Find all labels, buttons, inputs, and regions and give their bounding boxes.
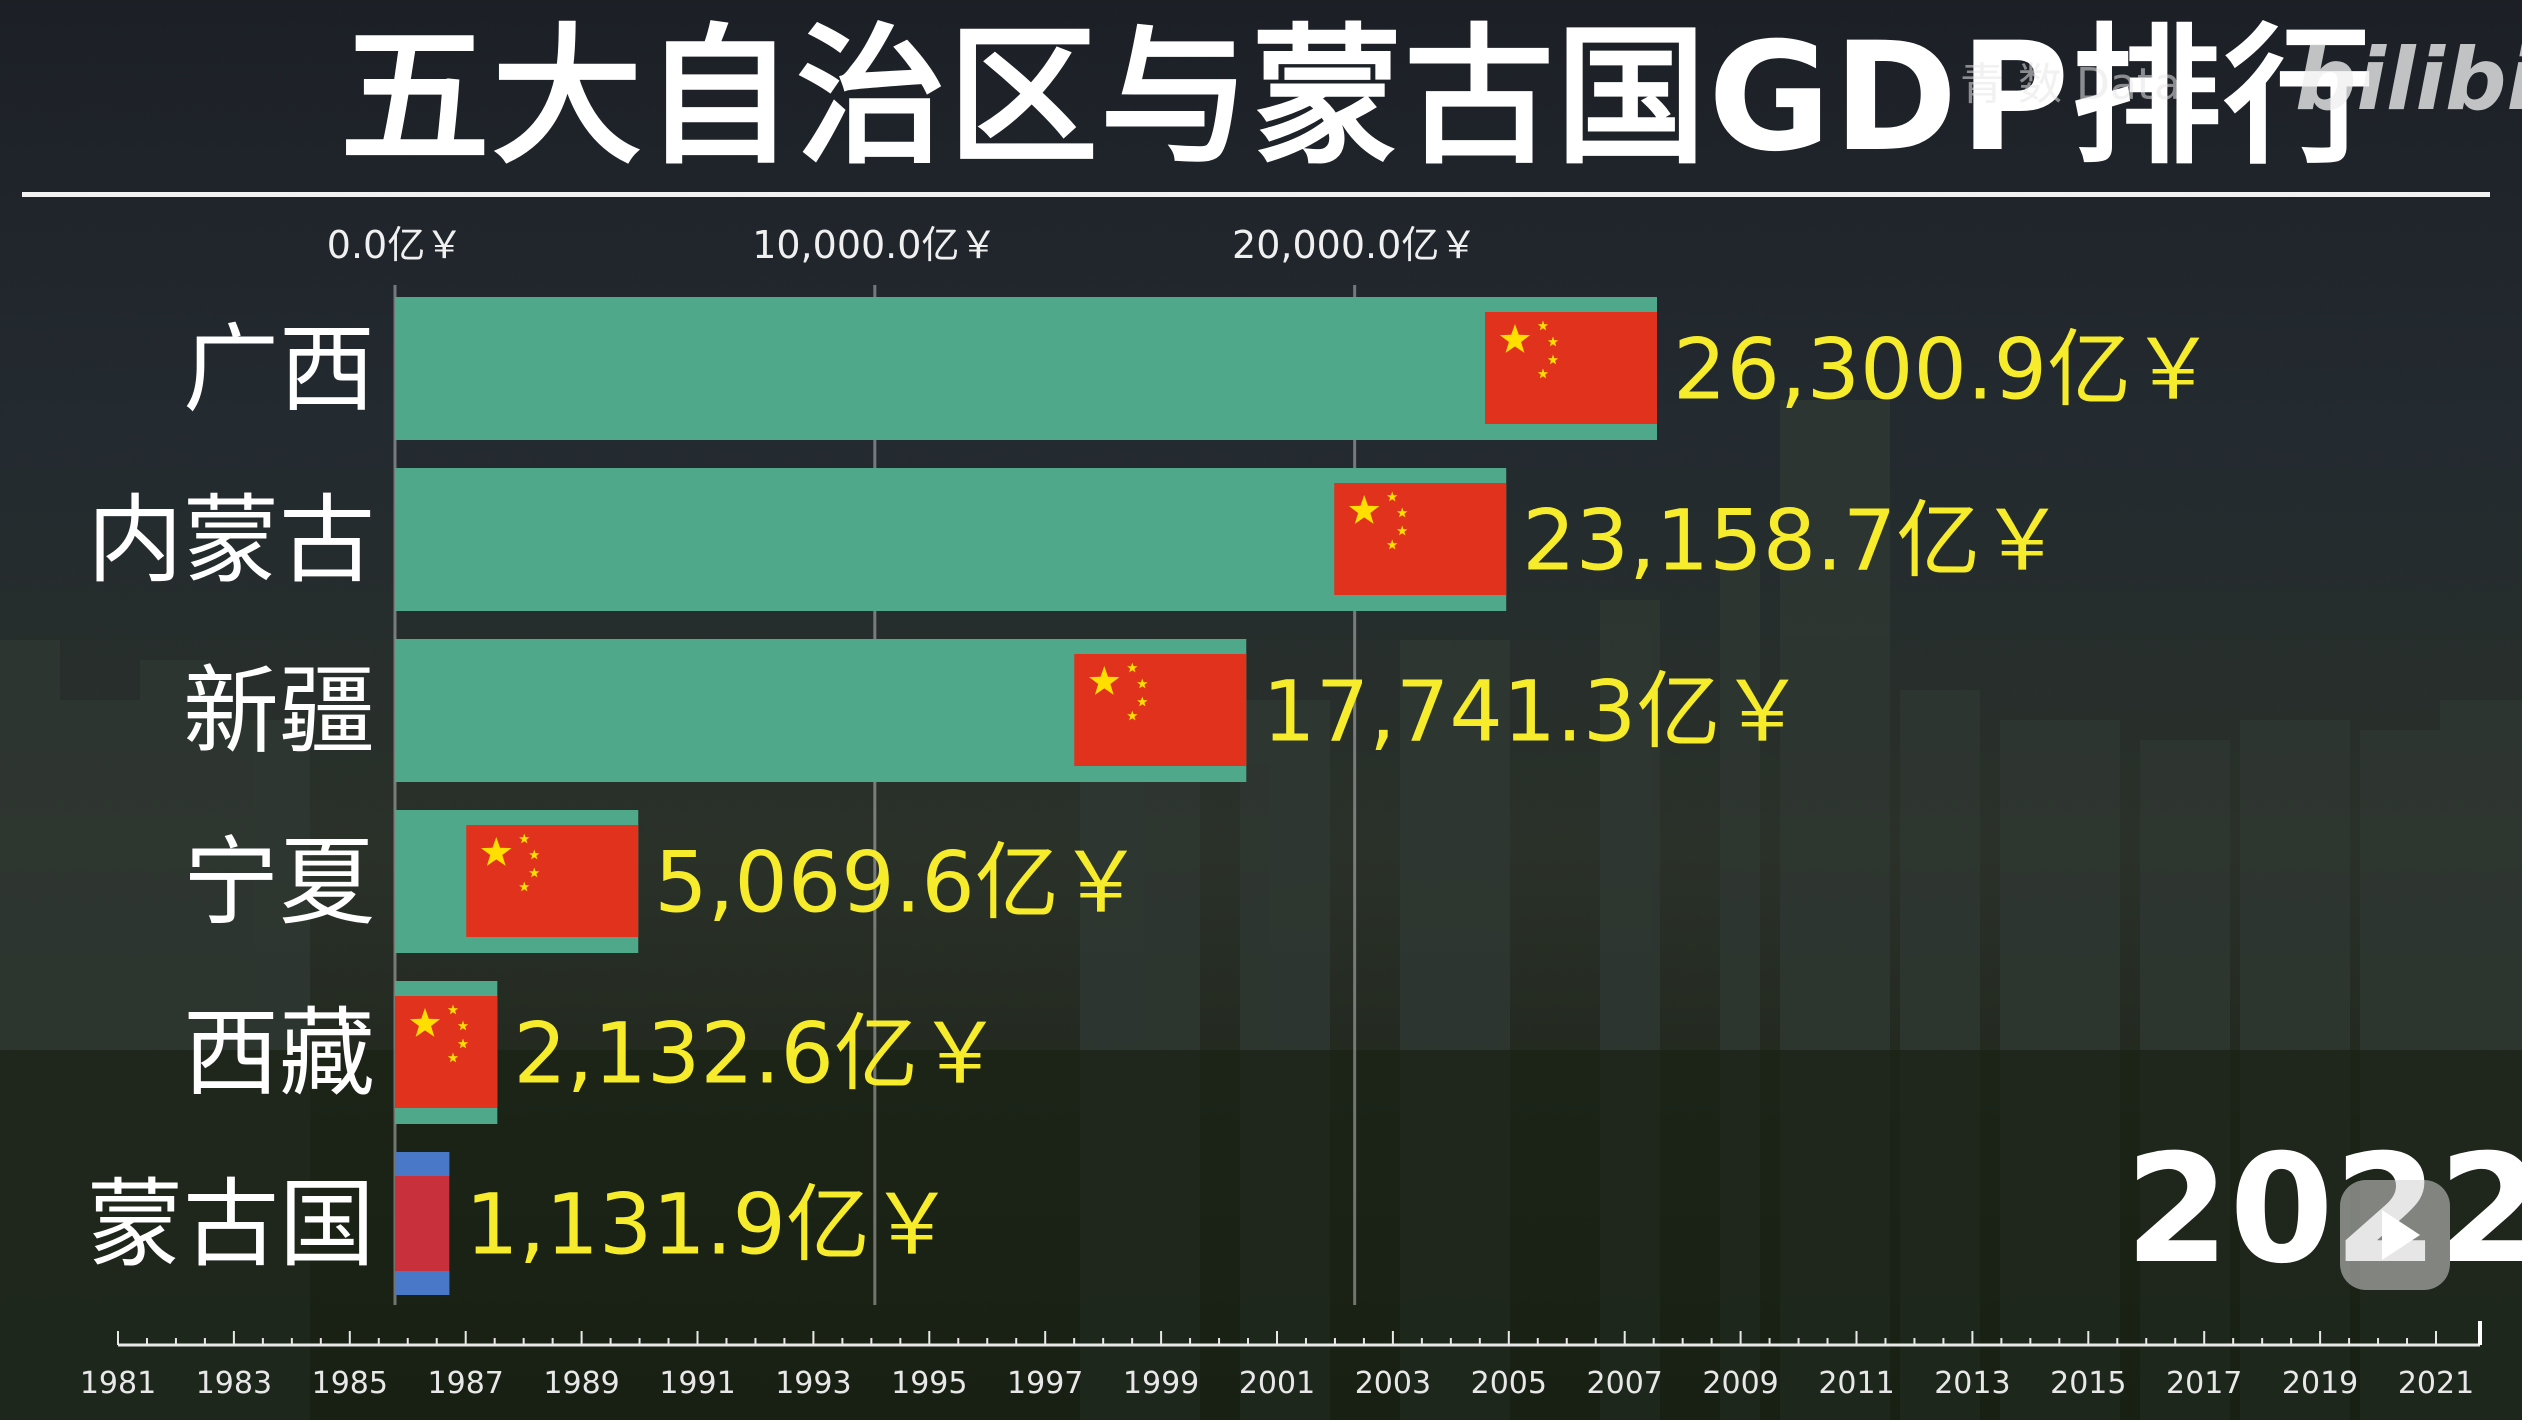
timeline-year-label: 2007	[1587, 1366, 1663, 1401]
timeline-year-label: 1999	[1123, 1366, 1199, 1401]
timeline-year-label: 2015	[2050, 1366, 2126, 1401]
flag-star-small	[1137, 678, 1148, 689]
flag-star-small	[529, 867, 540, 878]
flag-star-big	[481, 837, 512, 866]
china-flag-icon	[1334, 483, 1507, 595]
flag-star-big	[409, 1008, 441, 1037]
mongolia-flag-stripe-top	[395, 1152, 450, 1176]
timeline-year-label: 2009	[1702, 1366, 1778, 1401]
timeline-year-label: 2001	[1239, 1366, 1315, 1401]
flag-star-small	[1547, 336, 1559, 347]
flag-star-small	[1397, 507, 1408, 518]
timeline-year-label: 2011	[1818, 1366, 1894, 1401]
china-flag-icon	[1485, 312, 1657, 424]
flag-star-small	[529, 849, 540, 860]
bar	[395, 297, 1657, 440]
flag-star-small	[1127, 662, 1138, 673]
x-tick-label: 10,000.0亿￥	[752, 223, 997, 267]
x-tick-label: 20,000.0亿￥	[1232, 223, 1477, 267]
flag-star-small	[457, 1038, 469, 1049]
china-flag-icon	[1074, 654, 1247, 766]
category-label: 内蒙古	[87, 485, 375, 597]
flag-star-small	[447, 1004, 459, 1015]
mongolia-flag-stripe-bottom	[395, 1271, 450, 1295]
flag-star-small	[1397, 525, 1408, 536]
flag-star-small	[1387, 539, 1398, 550]
flag-star-small	[1537, 368, 1549, 379]
category-label: 宁夏	[183, 827, 375, 939]
timeline-year-label: 1991	[659, 1366, 735, 1401]
timeline-year-label: 1985	[312, 1366, 388, 1401]
flag-star-big	[1089, 666, 1120, 695]
chart-title: 五大自治区与蒙古国GDP排行	[340, 11, 2376, 185]
bilibili-logo: bilibili	[2295, 30, 2522, 130]
value-label: 1,131.9亿￥	[465, 1176, 954, 1274]
value-label: 17,741.3亿￥	[1262, 663, 1804, 761]
timeline-year-label: 1997	[1007, 1366, 1083, 1401]
timeline-year-label: 1993	[775, 1366, 851, 1401]
timeline-year-label: 2003	[1355, 1366, 1431, 1401]
flag-star-small	[457, 1020, 469, 1031]
timeline-year-label: 2017	[2166, 1366, 2242, 1401]
flag-star-small	[447, 1052, 459, 1063]
timeline-year-label: 1983	[196, 1366, 272, 1401]
flag-star-small	[1547, 354, 1559, 365]
timeline-year-label: 1987	[428, 1366, 504, 1401]
flag-star-big	[1499, 324, 1531, 353]
flag-star-small	[1387, 491, 1398, 502]
flag-star-small	[1137, 696, 1148, 707]
value-label: 5,069.6亿￥	[654, 834, 1143, 932]
category-label: 西藏	[183, 998, 375, 1110]
bar	[395, 468, 1507, 611]
category-label: 新疆	[183, 656, 375, 768]
play-icon[interactable]	[2340, 1180, 2450, 1290]
current-year-label: 2022	[2125, 1123, 2522, 1297]
title-divider	[22, 192, 2490, 197]
timeline-year-label: 2019	[2282, 1366, 2358, 1401]
value-label: 2,132.6亿￥	[513, 1005, 1002, 1103]
flag-star-small	[519, 833, 530, 844]
flag-star-small	[1127, 710, 1138, 721]
timeline-year-label: 2013	[1934, 1366, 2010, 1401]
timeline-year-label: 2005	[1471, 1366, 1547, 1401]
timeline-year-label: 1989	[543, 1366, 619, 1401]
value-label: 26,300.9亿￥	[1673, 321, 2215, 419]
flag-star-small	[1537, 320, 1549, 331]
category-label: 广西	[183, 314, 375, 426]
china-flag-icon	[466, 825, 639, 937]
china-flag-icon	[395, 996, 498, 1108]
timeline-year-label: 1981	[80, 1366, 156, 1401]
x-tick-label: 0.0亿￥	[327, 223, 463, 267]
watermark-text: 青 数 Data	[1960, 59, 2182, 110]
flag-star-big	[1349, 495, 1380, 524]
category-label: 蒙古国	[87, 1169, 375, 1281]
timeline-year-label: 1995	[891, 1366, 967, 1401]
timeline-year-label: 2021	[2398, 1366, 2474, 1401]
value-label: 23,158.7亿￥	[1522, 492, 2064, 590]
flag-star-small	[519, 881, 530, 892]
